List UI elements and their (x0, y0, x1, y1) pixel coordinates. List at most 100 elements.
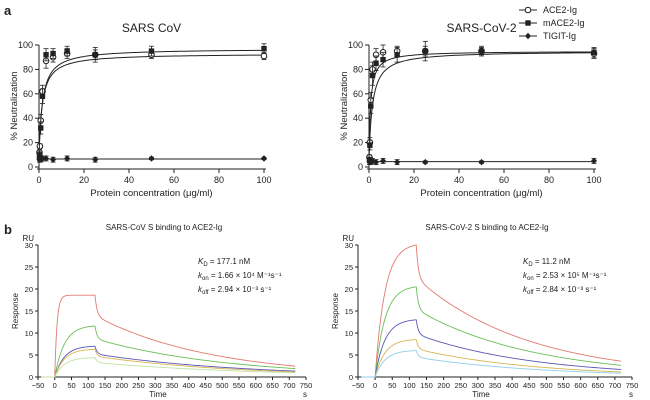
x-tick-label: 600 (249, 381, 262, 390)
y-axis-label: Response (331, 292, 340, 329)
legend-marker (525, 32, 531, 40)
data-point (38, 125, 44, 131)
sensorgram-curve-5 (361, 350, 622, 378)
chart-sars-cov-2-binding: SARS-CoV-2 S binding to ACE2-Ig RU 0 5 10 15 2… (331, 223, 638, 399)
y-tick-label: 25 (345, 263, 353, 272)
sensorgram-curve-4 (361, 339, 622, 378)
data-point (591, 157, 597, 165)
x-tick-label: 50 (388, 381, 396, 390)
x-tick-label: 100 (403, 381, 416, 390)
y-tick-label: 30 (345, 241, 353, 250)
series-mace2-ig (366, 40, 597, 163)
data-point (373, 158, 380, 166)
legend-item-mace2-ig: mACE2-Ig (519, 18, 585, 28)
data-point (148, 48, 155, 54)
data-point (50, 156, 57, 163)
data-point (478, 158, 485, 166)
x-tick-label: 250 (132, 381, 145, 390)
y-tick-label: 20 (23, 138, 33, 148)
fit-curve (368, 51, 595, 157)
x-tick-label: 750 (626, 381, 639, 390)
legend-item-tigit-ig: TIGIT-Ig (519, 31, 576, 41)
data-point (380, 157, 387, 165)
x-tick-label: 100 (256, 175, 271, 185)
y-tick-label: 60 (23, 89, 33, 99)
x-tick-label: 20 (79, 175, 89, 185)
y-tick-label: 80 (23, 64, 33, 74)
data-point (92, 52, 98, 58)
x-tick-label: 200 (437, 381, 450, 390)
data-point (591, 49, 597, 56)
y-tick-label: 25 (25, 263, 33, 272)
x-axis-label: Protein concentration (μg/ml) (420, 188, 542, 199)
chart-sars-cov-neutralization: SARS CoV 0 20 40 60 80 100 0 20 40 60 80 100 Protein … (9, 21, 272, 199)
x-tick-label: 250 (454, 381, 467, 390)
x-tick-label: 750 (300, 381, 313, 390)
data-point (260, 52, 268, 60)
x-tick-label: 700 (609, 381, 622, 390)
data-point (394, 158, 401, 166)
x-tick-label: 0 (366, 175, 371, 185)
chart-title: SARS CoV (122, 21, 181, 35)
data-point (369, 72, 376, 79)
data-point (367, 142, 373, 148)
data-point (43, 52, 49, 58)
x-tick-label: 550 (557, 381, 570, 390)
data-point (39, 93, 46, 99)
y-tick-label: 100 (348, 40, 363, 50)
chart-title: SARS-CoV-2 S binding to ACE2-Ig (425, 223, 548, 232)
x-tick-label: 450 (523, 381, 536, 390)
series-tigit-ig (366, 157, 597, 166)
data-point (478, 48, 485, 54)
y-tick-label: 15 (25, 307, 33, 316)
data-point (394, 52, 400, 58)
sensorgram-curve-4 (41, 348, 296, 378)
chart-sars-cov-2-neutralization: SARS-CoV-2 0 20 40 60 80 100 0 20 40 60 80 100 Protei… (339, 21, 602, 199)
data-point (368, 103, 374, 109)
data-point (92, 156, 99, 163)
x-tick-label: 100 (82, 381, 95, 390)
x-tick-label: 150 (99, 381, 112, 390)
sensorgram-curve-1 (41, 294, 296, 378)
data-point (369, 157, 376, 165)
x-axis-label: Time (472, 390, 490, 399)
panel-label-b: b (4, 222, 12, 237)
y-tick-label: 20 (25, 285, 33, 294)
sensorgram-curve-2 (361, 286, 622, 378)
x-tick-label: 650 (266, 381, 279, 390)
y-tick-label: 0 (349, 373, 353, 382)
x-tick-label: 650 (591, 381, 604, 390)
data-point (422, 158, 429, 166)
chart-sars-cov-binding: SARS-CoV S binding to ACE2-Ig RU 0 5 10 15 20 2… (11, 223, 312, 399)
chart-title: SARS-CoV S binding to ACE2-Ig (106, 223, 223, 232)
x-axis-label: Time (149, 390, 167, 399)
x-tick-label: 350 (489, 381, 502, 390)
y-tick-label: 40 (353, 113, 363, 123)
x-tick-label: 450 (199, 381, 212, 390)
legend-marker (525, 20, 531, 26)
x-tick-label: 40 (124, 175, 134, 185)
fit-curve (38, 54, 265, 153)
x-tick-label: 60 (169, 175, 179, 185)
data-point (261, 155, 267, 162)
x-tick-label: 100 (586, 175, 601, 185)
y-tick-label: 0 (358, 162, 363, 172)
fit-curve (368, 52, 595, 160)
data-point (373, 60, 379, 66)
data-point (43, 155, 50, 162)
x-tick-label: 0 (53, 381, 57, 390)
y-axis-label: % Neutralization (339, 71, 350, 140)
legend: ACE2-Ig mACE2-Ig TIGIT-Ig (519, 5, 585, 41)
series-mace2-ig (36, 43, 267, 161)
y-tick-label: 20 (353, 138, 363, 148)
annotation-kon: kon = 1.66 × 10⁴ M⁻¹s⁻¹ (198, 271, 282, 282)
annotation-koff: koff = 2.84 × 10⁻³ s⁻¹ (523, 285, 597, 296)
x-tick-label: 350 (166, 381, 179, 390)
data-point (37, 152, 43, 158)
x-tick-label: 550 (233, 381, 246, 390)
x-tick-label: 0 (36, 175, 41, 185)
y-tick-label: 100 (18, 40, 33, 50)
x-tick-label: 80 (544, 175, 554, 185)
legend-marker (524, 6, 532, 14)
annotation-kd: KD = 11.2 nM (523, 257, 570, 268)
